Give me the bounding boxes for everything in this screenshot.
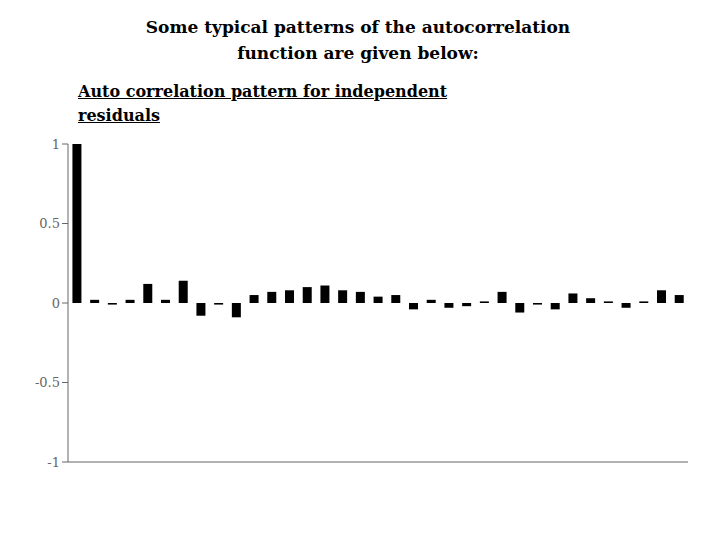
html-text:function are given below:: function are given below: <box>237 43 479 63</box>
svg-text:-1: -1 <box>47 455 60 470</box>
svg-text:0.5: 0.5 <box>39 216 60 231</box>
svg-text:1: 1 <box>52 137 60 152</box>
html-text:residuals: residuals <box>78 106 160 125</box>
svg-text:0: 0 <box>52 296 60 311</box>
html-text:Auto correlation pattern for i: Auto correlation pattern for independent <box>78 82 448 101</box>
html-text:Some typical patterns of the a: Some typical patterns of the autocorrela… <box>145 17 571 37</box>
svg-text:-0.5: -0.5 <box>35 375 60 390</box>
